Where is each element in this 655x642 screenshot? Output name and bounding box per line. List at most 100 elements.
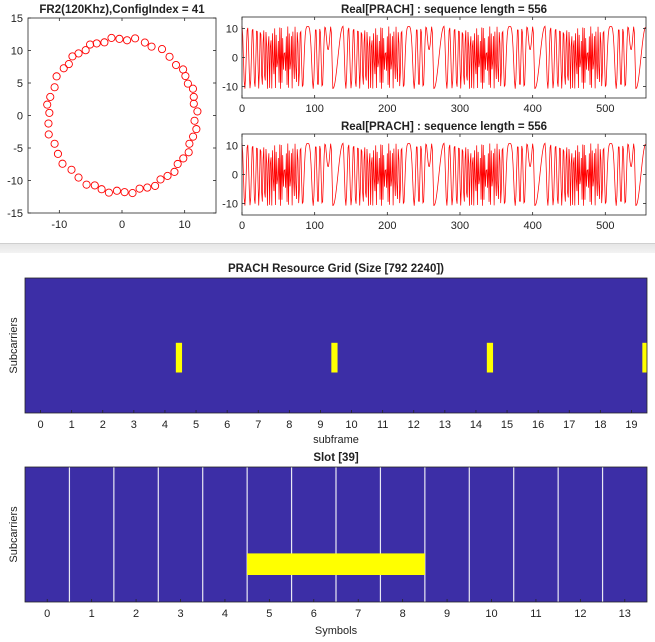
- resource-grid-xtick-label: 4: [162, 419, 168, 431]
- figure-bottom-canvas: PRACH Resource Grid (Size [792 2240]) 0 1 2…: [8, 263, 648, 637]
- prach-seq-ytick-label: 0: [232, 53, 238, 65]
- prach-seq-ytick-label: 0: [232, 170, 238, 182]
- constellation-point: [52, 72, 61, 81]
- constellation-point: [107, 33, 116, 42]
- constellation-point: [188, 84, 198, 93]
- constellation-point: [97, 185, 106, 194]
- constellation-ytick-label: -5: [13, 143, 23, 155]
- prach-seq-line: [241, 25, 646, 90]
- prach-seq-xtick-label: 400: [523, 103, 541, 115]
- figure-separator: [0, 243, 655, 254]
- constellation-point: [171, 60, 181, 70]
- prach-seq-xtick-label: 0: [239, 103, 245, 115]
- constellation-ytick-label: 0: [17, 111, 23, 123]
- constellation-axes-bg: [28, 18, 216, 213]
- constellation-point: [193, 107, 202, 116]
- figure-top-canvas: FR2(120Khz),ConfigIndex = 41-10 0 10-15-10…: [7, 4, 647, 232]
- prach-seq-xtick-label: 0: [239, 220, 245, 232]
- resource-grid-active-block: [331, 342, 338, 373]
- constellation-point: [64, 60, 73, 69]
- constellation-point: [86, 40, 95, 49]
- constellation-point: [179, 154, 188, 163]
- constellation-point: [92, 39, 101, 48]
- resource-grid-xtick-label: 3: [131, 419, 137, 431]
- resource-grid-xtick-label: 10: [345, 419, 357, 431]
- constellation-point: [184, 148, 193, 157]
- constellation-point: [46, 92, 55, 101]
- prach-seq-axes-frame: [241, 133, 647, 216]
- constellation-point: [112, 186, 121, 195]
- slot-grid-xtick-label: 0: [44, 608, 50, 620]
- constellation-xtick-label: -10: [51, 219, 67, 231]
- constellation-point: [156, 175, 165, 184]
- slot-grid-xtick-label: 4: [222, 608, 228, 620]
- resource-grid-xtick-label: 6: [224, 419, 230, 431]
- resource-grid-active-block: [642, 342, 647, 373]
- constellation-point: [192, 125, 201, 134]
- slot-grid-xtick-label: 9: [444, 608, 450, 620]
- resource-grid-xtick-label: 18: [594, 419, 606, 431]
- constellation-point: [173, 159, 182, 169]
- constellation-point: [82, 180, 91, 189]
- prach-seq-xtick-label: 200: [378, 220, 396, 232]
- slot-grid-xlabel: Symbols: [315, 625, 358, 637]
- resource-grid-title: PRACH Resource Grid (Size [792 2240]): [228, 263, 444, 275]
- slot-grid-xtick-label: 1: [89, 608, 95, 620]
- constellation-point: [50, 83, 59, 92]
- constellation-point: [68, 52, 77, 61]
- constellation-point: [189, 132, 198, 141]
- figure-bottom: PRACH Resource Grid (Size [792 2240]) 0 1 2…: [0, 253, 655, 637]
- constellation-point: [189, 92, 198, 101]
- slot-grid-ylabel: Subcarriers: [8, 506, 20, 563]
- constellation-point: [115, 34, 124, 43]
- constellation-point: [53, 149, 63, 158]
- constellation-point: [135, 184, 144, 193]
- resource-grid-active-block: [175, 342, 183, 373]
- prach-seq-line: [241, 142, 646, 207]
- constellation-point: [81, 46, 90, 55]
- resource-grid-active-block: [486, 342, 494, 373]
- constellation-point: [123, 36, 132, 45]
- slot-grid-xtick-label: 10: [485, 608, 497, 620]
- constellation-point: [67, 165, 76, 174]
- constellation-plot: FR2(120Khz),ConfigIndex = 41 -10 0 10 -15 -10…: [7, 4, 217, 231]
- constellation-point: [165, 52, 174, 61]
- prach-seq-xtick-label: 300: [451, 220, 469, 232]
- resource-grid-axes-frame: [24, 277, 648, 414]
- heatmap-resource-grid: PRACH Resource Grid (Size [792 2240])0 1 2…: [8, 263, 648, 446]
- resource-grid-xtick-label: 9: [317, 419, 323, 431]
- slot-grid-xtick-label: 5: [266, 608, 272, 620]
- constellation-point: [100, 38, 109, 47]
- constellation-point: [50, 139, 59, 148]
- resource-grid-ylabel: Subcarriers: [8, 317, 20, 374]
- resource-grid-xtick-label: 7: [255, 419, 261, 431]
- constellation-xtick-label: 0: [119, 219, 125, 231]
- constellation-point: [170, 167, 179, 176]
- figure-top: FR2(120Khz),ConfigIndex = 41 -10 0 10 -15 -10…: [0, 0, 655, 243]
- heatmap-slot-grid: Slot [39]0 1 2 3 4 5 6 7 8 9 10 11 12 13SymbolsSubcar…: [8, 452, 648, 637]
- constellation-point: [140, 38, 149, 47]
- prach-seq-xtick-label: 500: [596, 103, 614, 115]
- constellation-point: [147, 42, 156, 51]
- constellation-point: [190, 116, 199, 125]
- slot-grid-axes-frame: [24, 466, 648, 603]
- prach-seq-axes-frame: [241, 16, 647, 99]
- resource-grid-xtick-label: 8: [286, 419, 292, 431]
- constellation-title: FR2(120Khz),ConfigIndex = 41: [39, 4, 205, 16]
- constellation-point: [151, 181, 160, 190]
- prach-seq-ytick-label: -10: [222, 81, 238, 93]
- resource-grid-xtick-label: 13: [439, 419, 451, 431]
- constellation-point: [185, 139, 194, 148]
- constellation-point: [143, 183, 152, 192]
- slot-grid-xtick-label: 11: [530, 608, 541, 620]
- resource-grid-xtick-label: 14: [470, 419, 482, 431]
- prach-seq-xtick-label: 300: [451, 103, 469, 115]
- slot-grid-title: Slot [39]: [313, 452, 359, 464]
- slot-grid-xtick-label: 12: [574, 608, 586, 620]
- resource-grid-xtick-label: 1: [69, 419, 75, 431]
- resource-grid-xtick-label: 12: [408, 419, 420, 431]
- resource-grid-xtick-label: 15: [501, 419, 513, 431]
- constellation-point: [44, 119, 53, 128]
- constellation-point: [44, 130, 53, 139]
- constellation-point: [179, 65, 188, 74]
